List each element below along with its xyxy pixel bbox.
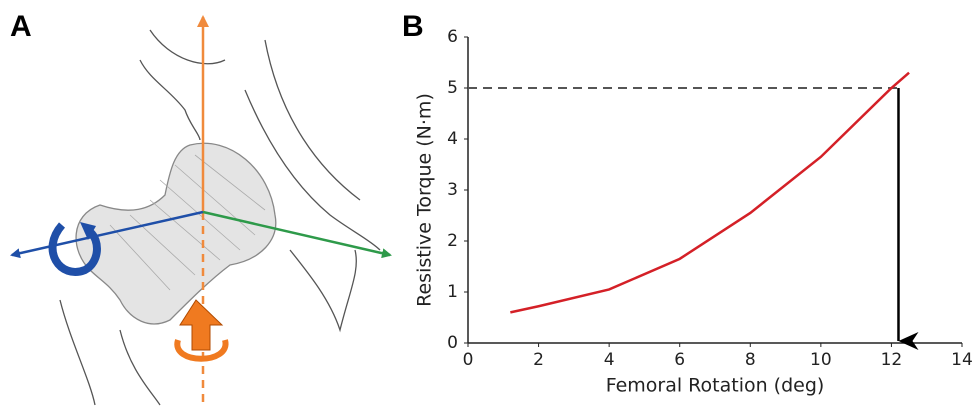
femur-outline (59, 299, 96, 406)
femoral-head (75, 142, 277, 325)
y-axis-label: Resistive Torque (N·m) (414, 93, 436, 307)
blue-rotation-icon (48, 222, 101, 276)
y-tick-label: 1 (447, 282, 458, 302)
x-tick-label: 0 (463, 350, 474, 370)
panel-label: B (402, 10, 424, 43)
hip-diagram (59, 29, 381, 406)
orange-rotation-icon (174, 339, 229, 362)
torque-curve (510, 71, 910, 314)
x-tick-label: 4 (604, 350, 615, 370)
y-tick-label: 2 (447, 231, 458, 251)
pelvis-outline (264, 39, 361, 201)
bone-hatching (109, 154, 266, 291)
panel-label: A (10, 10, 32, 43)
pelvis-outline (244, 89, 381, 251)
pelvis-outline (139, 59, 201, 141)
blue-rotation-icon (80, 222, 96, 240)
pelvis-outline (149, 29, 226, 65)
pelvis-outline (289, 249, 357, 333)
femur-outline (119, 329, 161, 406)
green-axis-arrow (202, 210, 392, 259)
x-tick-label: 8 (745, 350, 756, 370)
y-tick-label: 4 (447, 129, 458, 149)
x-tick-label: 14 (951, 350, 973, 370)
x-tick-label: 2 (533, 350, 544, 370)
x-tick-label: 12 (881, 350, 903, 370)
blue-axis-arrow (10, 210, 204, 259)
x-tick-label: 6 (674, 350, 685, 370)
y-tick-label: 5 (447, 78, 458, 98)
orange-rotation-icon (179, 299, 224, 351)
x-tick-label: 10 (810, 350, 832, 370)
x-axis-label: Femoral Rotation (deg) (606, 375, 825, 397)
y-tick-label: 3 (447, 180, 458, 200)
y-tick-label: 6 (447, 27, 458, 47)
y-tick-label: 0 (447, 333, 458, 353)
